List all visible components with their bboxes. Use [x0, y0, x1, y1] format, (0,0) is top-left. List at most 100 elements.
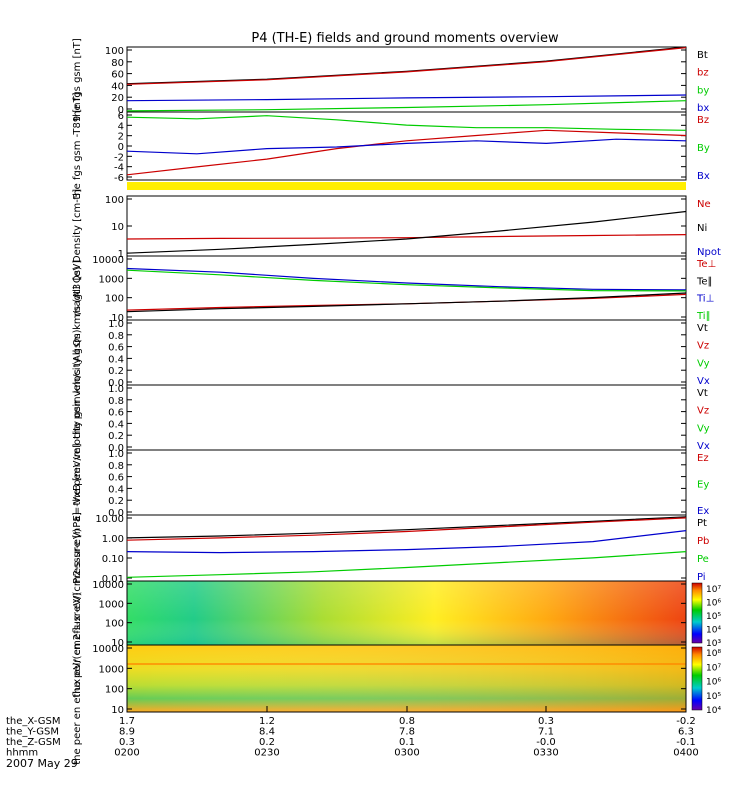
x-tick-value: 8.4	[259, 727, 275, 738]
panel-temperature: 10000 1000 100 10 magt3 [eV] Te⊥ Te∥ Ti⊥ Ti∥	[72, 255, 716, 324]
y-tick-label: 80	[111, 58, 124, 69]
panel-frame	[126, 319, 687, 386]
legend-Vt: Vt	[697, 388, 708, 399]
legend-Ex: Ex	[697, 506, 709, 517]
y-tick-label: 0.8	[108, 396, 124, 407]
series-line-Bt	[126, 46, 687, 85]
y-tick-label: 0.4	[108, 419, 124, 430]
y-tick-label: 10000	[92, 580, 124, 591]
y-axis-label: Density [cm-3]	[72, 189, 83, 263]
colorbar-label: 10⁶	[706, 599, 721, 609]
heatmap-band	[127, 663, 686, 665]
y-axis-label: magt3 [eV]	[72, 260, 83, 317]
x-row-label: the_Y-GSM	[6, 727, 59, 738]
y-tick-label: -4	[114, 163, 124, 174]
legend-Te∥: Te∥	[696, 276, 713, 287]
x-tick-value: 7.1	[538, 727, 554, 738]
y-axis-label: the peir velocity gsm km/s (All Qs)	[72, 266, 83, 439]
y-tick-label: 100	[105, 46, 124, 57]
x-tick-value: 7.8	[399, 727, 415, 738]
panel-peer-energy-flux: 10⁸ 10⁷ 10⁶ 10⁵ 10⁴ 10000 1000 100 10 the peer en…	[72, 592, 721, 765]
y-tick-label: 100	[105, 619, 124, 630]
legend-Ni: Ni	[697, 223, 707, 234]
y-tick-label: 0.6	[108, 343, 124, 354]
y-axis-label: the fgs gsm -T89 [nT]	[72, 92, 83, 199]
heatmap-shade	[127, 645, 686, 712]
y-tick-label: 100	[105, 294, 124, 305]
y-tick-label: 0.2	[108, 496, 124, 507]
panel-frame	[126, 449, 687, 516]
y-tick-label: 0.10	[102, 554, 124, 565]
x-row-label: hhmm	[6, 748, 38, 759]
y-tick-label: 40	[111, 81, 124, 92]
x-tick-value: 0.1	[399, 737, 415, 748]
x-tick-value: 0230	[254, 748, 279, 759]
x-tick-value: 0.8	[399, 716, 415, 727]
series-line-bz	[126, 47, 687, 85]
legend-bx: bx	[697, 103, 709, 114]
panel-pressure: 10.00 1.00 0.10 0.01 Pressure [nPa] Pt Pb Pe Pi	[72, 512, 709, 585]
x-tick-value: 0330	[533, 748, 558, 759]
legend-Vt: Vt	[697, 323, 708, 334]
y-tick-label: 0.4	[108, 484, 124, 495]
plot-title: P4 (TH-E) fields and ground moments over…	[251, 31, 559, 46]
y-tick-label: 10000	[92, 255, 124, 266]
legend-Ey: Ey	[697, 480, 709, 491]
flag-bar	[127, 182, 686, 190]
x-row-label: the_X-GSM	[6, 716, 60, 727]
colorbar-label: 10⁷	[706, 663, 721, 673]
y-tick-label: 0.2	[108, 366, 124, 377]
y-tick-label: 1	[118, 249, 124, 260]
series-line-Ti∥	[126, 269, 687, 292]
legend-Ti⊥: Ti⊥	[696, 294, 714, 305]
y-axis-label: Pressure [nPa]	[72, 512, 83, 584]
y-tick-label: 6	[118, 111, 124, 122]
y-tick-label: 10000	[92, 644, 124, 655]
colorbar-label: 10⁴	[706, 626, 721, 636]
y-tick-label: 0.6	[108, 473, 124, 484]
y-tick-label: -6	[114, 173, 124, 184]
y-tick-label: 0.01	[102, 574, 124, 585]
y-tick-label: 1000	[99, 664, 124, 675]
colorbar-label: 10⁸	[706, 649, 721, 659]
y-tick-label: 10.00	[95, 514, 124, 525]
series-line-Bz	[126, 129, 687, 176]
legend-Vy: Vy	[697, 358, 710, 369]
y-tick-label: -2	[114, 152, 124, 163]
y-axis-label: the peir en eflux eV/(cm2-s-sr-eV)	[72, 528, 83, 697]
legend-Ti∥: Ti∥	[696, 311, 711, 322]
series-line-Ne	[126, 234, 687, 240]
legend-Bx: Bx	[697, 171, 710, 182]
legend-Bz: Bz	[697, 115, 709, 126]
series-line-Te∥	[126, 292, 687, 313]
y-tick-label: 10	[111, 313, 124, 324]
legend-Vz: Vz	[697, 406, 709, 417]
colorbar-label: 10⁶	[706, 678, 721, 688]
series-line-Pe	[126, 551, 687, 578]
x-tick-value: 1.2	[259, 716, 275, 727]
series-line-Pi	[126, 530, 687, 554]
series-line-bx	[126, 94, 687, 102]
y-tick-label: 2	[118, 132, 124, 143]
x-tick-value: 6.3	[678, 727, 694, 738]
x-tick-value: 8.9	[119, 727, 135, 738]
x-axis-group: the_X-GSM 1.7 1.2 0.8 0.3 -0.2 the_Y-GSM 8.9 8.4…	[6, 706, 699, 759]
y-axis-label: E=-VxB [mV/m]	[72, 443, 83, 521]
legend-Ne: Ne	[697, 199, 711, 210]
legend-Npot: Npot	[697, 247, 721, 258]
y-tick-label: 1.00	[102, 534, 124, 545]
x-tick-value: 0200	[114, 748, 139, 759]
y-tick-label: 1.0	[108, 319, 124, 330]
y-axis-label: the peer velocity gsm km/s (All Qs)	[72, 329, 83, 505]
y-tick-label: 1000	[99, 274, 124, 285]
x-tick-value: -0.1	[676, 737, 696, 748]
series-line-Pb	[126, 517, 687, 541]
panel-frame	[126, 384, 687, 451]
series-line-Ni	[126, 210, 687, 254]
